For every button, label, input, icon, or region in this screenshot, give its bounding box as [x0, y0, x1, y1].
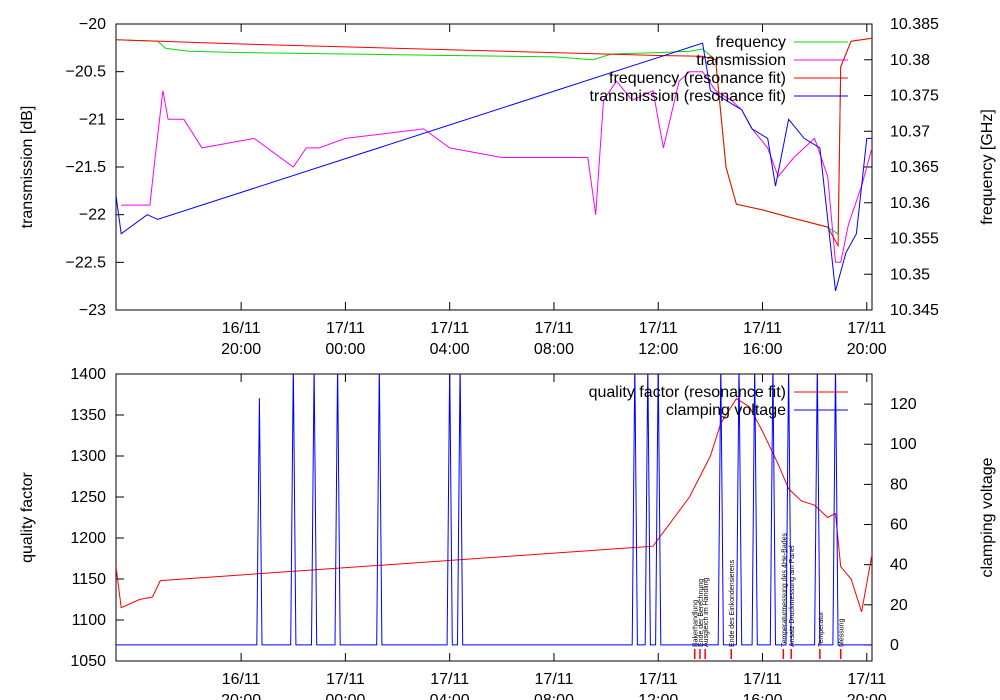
y2-tick-label: 10.345: [890, 302, 939, 319]
x-tick-date: 17/11: [639, 671, 678, 688]
x-tick-time: 00:00: [325, 341, 365, 358]
y-tick-label: −20.5: [66, 64, 107, 81]
series-line-3: [116, 42, 872, 292]
x-tick-date: 17/11: [743, 320, 782, 337]
y2-tick-label: 10.36: [890, 195, 930, 212]
x-tick-date: 17/11: [847, 320, 886, 337]
y2-tick-label: 0: [890, 637, 899, 654]
y2-tick-label: 20: [890, 597, 908, 614]
x-tick-time: 20:00: [221, 692, 261, 700]
plot-frame: [115, 373, 873, 662]
y2-tick-label: 10.35: [890, 266, 930, 283]
y-tick-label: 1200: [70, 530, 106, 547]
x-tick-date: 16/11: [222, 320, 261, 337]
x-tick-date: 17/11: [535, 671, 574, 688]
x-tick-time: 20:00: [221, 341, 261, 358]
y-tick-label: 1100: [72, 612, 107, 629]
x-tick-date: 16/11: [222, 671, 261, 688]
x-tick-time: 16:00: [742, 692, 782, 700]
x-tick-time: 16:00: [742, 341, 782, 358]
x-tick-time: 04:00: [430, 341, 470, 358]
annotation-label: Ansatz Druckmessung am Panel: [789, 545, 796, 647]
annotation-label: Bakerhandlung: [693, 600, 700, 647]
annotation-label: Ende der Berechnung: [698, 579, 705, 647]
annotation-label: Ende des Einkondensierens: [729, 559, 736, 647]
y-tick-label: 1050: [70, 653, 106, 670]
y-axis-label: transmission [dB]: [19, 106, 36, 229]
y2-axis-label: clamping voltage: [979, 457, 996, 577]
series-line-0: [116, 37, 872, 236]
legend-label: clamping voltage: [666, 402, 786, 419]
y2-tick-label: 40: [890, 557, 908, 574]
y2-tick-label: 120: [890, 396, 917, 413]
x-tick-time: 08:00: [534, 341, 574, 358]
y2-tick-label: 10.365: [890, 159, 939, 176]
annotation-label: Messung: [839, 618, 846, 647]
y2-tick-label: 10.38: [890, 52, 930, 69]
x-tick-date: 17/11: [847, 671, 886, 688]
y-tick-label: −20: [79, 16, 106, 33]
y-tick-label: 1150: [72, 571, 107, 588]
series-line-0: [116, 397, 872, 612]
annotation-label: Ausgleich im Handling: [703, 578, 710, 647]
x-tick-date: 17/11: [326, 320, 365, 337]
x-tick-date: 17/11: [535, 320, 574, 337]
y2-tick-label: 80: [890, 476, 908, 493]
annotation-label: Temperaturmessung des 4He-Bades: [781, 532, 788, 647]
legend-label: transmission (resonance fit): [589, 88, 786, 105]
y-tick-label: 1350: [70, 407, 106, 424]
top-chart-panel: −20 −20.5 −21 −21.5 −22 −22.5 −23 10.385 10.38 10…: [19, 16, 996, 358]
y-tick-label: 1300: [70, 448, 106, 465]
series-line-1: [116, 374, 872, 646]
x-tick-time: 12:00: [638, 692, 678, 700]
x-tick-date: 17/11: [639, 320, 678, 337]
series-line-2: [116, 37, 872, 248]
x-tick-date: 17/11: [743, 671, 782, 688]
x-tick-time: 20:00: [847, 341, 887, 358]
y-tick-label: −22: [79, 207, 106, 224]
y-tick-label: −21.5: [66, 159, 107, 176]
series-line-1: [121, 71, 872, 263]
y2-tick-label: 10.355: [890, 231, 939, 248]
y-tick-label: −21: [79, 111, 106, 128]
y2-tick-label: 10.37: [890, 123, 930, 140]
x-tick-date: 17/11: [326, 671, 365, 688]
x-tick-time: 04:00: [430, 692, 470, 700]
bottom-chart-panel: 1400 1350 1300 1250 1200 1150 1100 1050 120 100 80…: [19, 366, 996, 700]
x-tick-time: 00:00: [325, 692, 365, 700]
y-tick-label: −22.5: [66, 254, 107, 271]
annotation-label: Temperatur: [818, 611, 825, 647]
y2-axis-label: frequency [GHz]: [979, 109, 996, 225]
y-axis-label: quality factor: [19, 471, 36, 562]
y-tick-label: 1250: [70, 489, 106, 506]
x-tick-date: 17/11: [430, 320, 469, 337]
y-tick-label: −23: [79, 302, 106, 319]
y2-tick-label: 10.375: [890, 88, 939, 105]
legend-label: frequency (resonance fit): [609, 70, 786, 87]
legend-label: quality factor (resonance fit): [589, 384, 786, 401]
x-tick-time: 08:00: [534, 692, 574, 700]
x-tick-time: 12:00: [638, 341, 678, 358]
y2-tick-label: 100: [890, 436, 917, 453]
legend-label: frequency: [716, 34, 786, 51]
x-tick-date: 17/11: [430, 671, 469, 688]
y-tick-label: 1400: [70, 366, 106, 383]
y2-tick-label: 60: [890, 517, 908, 534]
legend-label: transmission: [696, 52, 786, 69]
x-tick-time: 20:00: [847, 692, 887, 700]
y2-tick-label: 10.385: [890, 16, 939, 33]
